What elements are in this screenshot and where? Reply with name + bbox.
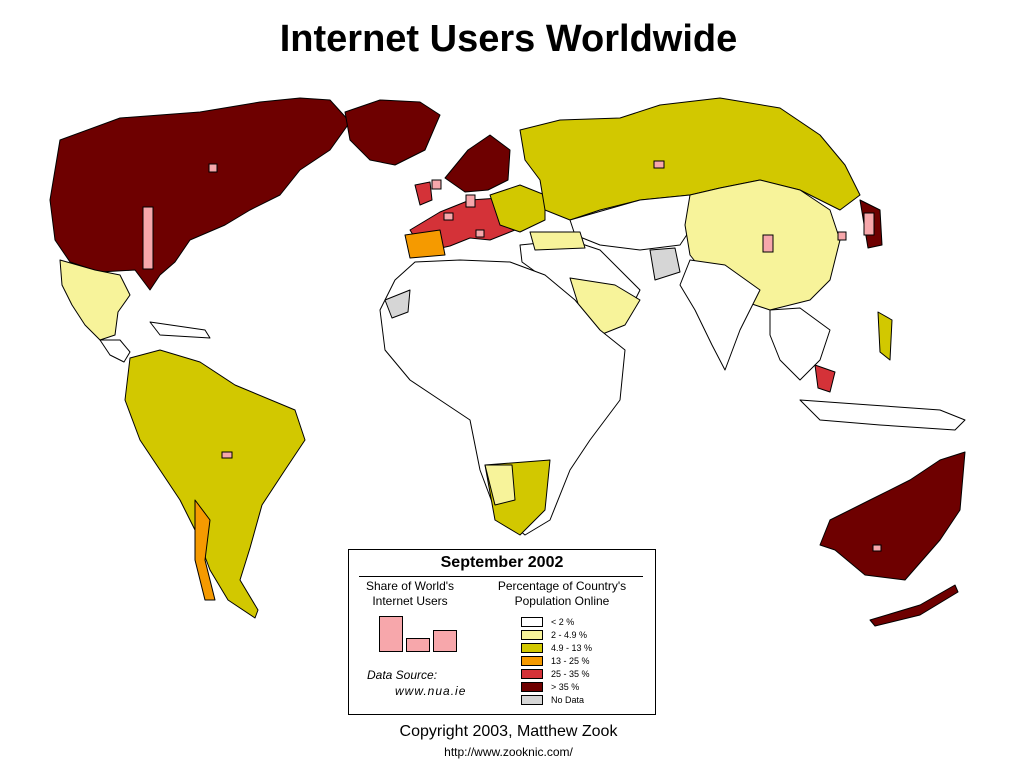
region-philippines <box>877 311 893 361</box>
region-uk <box>414 181 433 206</box>
region-namibia <box>484 464 516 506</box>
region-caribbean <box>149 321 211 339</box>
legend-class-label: 25 - 35 % <box>551 669 590 679</box>
region-central-america <box>99 339 131 363</box>
share-bars-layer <box>142 160 882 552</box>
legend-class-swatch <box>521 656 543 666</box>
legend-class-label: 4.9 - 13 % <box>551 643 593 653</box>
legend-class-label: < 2 % <box>551 617 575 627</box>
legend-divider <box>359 576 643 577</box>
region-argentina-coast <box>194 499 216 601</box>
share-bar-korea <box>837 231 847 241</box>
share-bar-australia <box>872 544 882 552</box>
legend-date: September 2002 <box>440 554 564 571</box>
legend-class-label: 13 - 25 % <box>551 656 590 666</box>
share-bar-china <box>762 234 774 253</box>
share-bar-japan <box>863 212 875 236</box>
share-heading: Share of World's Internet Users <box>365 579 455 608</box>
data-source-url: www.nua.ie <box>395 684 467 698</box>
share-symbol-small <box>406 638 430 652</box>
region-australia <box>819 451 966 581</box>
map-title: Internet Users Worldwide <box>279 18 738 60</box>
legend-class-swatch <box>521 669 543 679</box>
legend-class-label: > 35 % <box>551 682 580 692</box>
region-south-america <box>124 349 306 619</box>
share-bar-usa <box>142 206 154 270</box>
region-scandinavia <box>444 134 511 193</box>
share-bar-uk <box>431 179 442 190</box>
region-india <box>679 259 761 371</box>
legend-class-swatch <box>521 643 543 653</box>
share-symbol-medium <box>433 630 457 652</box>
region-afghanistan <box>649 247 681 281</box>
legend-class-label: No Data <box>551 695 585 705</box>
region-eastern-europe <box>489 184 546 233</box>
legend-class-swatch <box>521 630 543 640</box>
legend-class-swatch <box>521 682 543 692</box>
percentage-heading: Percentage of Country's Population Onlin… <box>497 579 627 608</box>
share-symbol-large <box>379 616 403 652</box>
region-new-zealand <box>869 584 959 627</box>
region-greenland <box>344 99 441 166</box>
share-bar-brazil <box>221 451 233 459</box>
region-africa <box>379 259 626 536</box>
share-bar-canada <box>208 163 218 173</box>
data-source-label: Data Source: <box>367 668 438 682</box>
share-bar-russia <box>653 160 665 169</box>
region-western-sahara <box>384 289 411 319</box>
share-bar-germany <box>465 194 476 208</box>
legend-class-label: 2 - 4.9 % <box>551 630 588 640</box>
region-central-asia <box>569 194 701 251</box>
legend-class-swatch <box>521 695 543 705</box>
region-north-america <box>49 97 351 291</box>
share-bar-france <box>443 212 454 221</box>
region-southeast-asia <box>769 307 831 381</box>
site-url: http://www.zooknic.com/ <box>444 745 573 759</box>
region-iberia <box>404 229 446 259</box>
map-legend: September 2002 Share of World's Internet… <box>348 549 656 715</box>
region-malaysia <box>814 364 836 393</box>
copyright-text: Copyright 2003, Matthew Zook <box>399 723 618 740</box>
share-bar-italy <box>475 229 485 238</box>
legend-class-swatch <box>521 617 543 627</box>
region-mexico <box>59 259 131 341</box>
share-symbol-sample <box>379 616 459 652</box>
region-turkey <box>529 231 586 251</box>
region-indonesia <box>799 399 966 431</box>
